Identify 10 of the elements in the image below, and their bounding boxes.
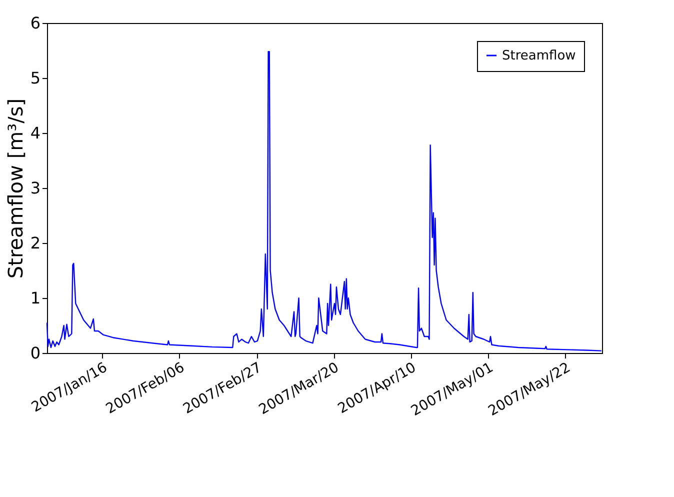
legend-label: Streamflow: [502, 48, 576, 64]
y-tick-label: 6: [30, 14, 40, 32]
y-tick-label: 5: [30, 68, 40, 88]
y-axis-title: Streamflow [m³/s]: [3, 98, 28, 279]
y-tick-label: 3: [30, 178, 40, 198]
line-series: [46, 51, 602, 352]
y-tick-label: 0: [30, 344, 40, 362]
y-tick-label: 1: [30, 288, 40, 308]
y-tick-label: 4: [30, 124, 40, 142]
y-tick-label: 2: [30, 234, 40, 252]
